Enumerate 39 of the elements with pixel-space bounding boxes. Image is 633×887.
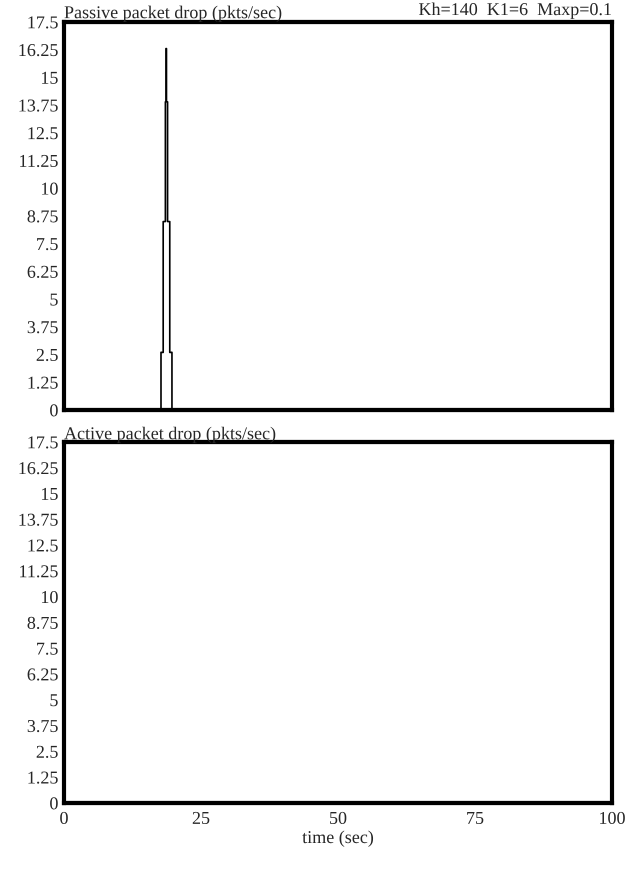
y-tick-label: 3.75 bbox=[28, 321, 58, 334]
y-tick-label: 8.75 bbox=[28, 210, 58, 223]
y-tick-label: 10 bbox=[42, 590, 58, 604]
x-tick-label: 100 bbox=[600, 812, 625, 824]
y-tick-label: 17.5 bbox=[28, 16, 58, 29]
y-tick-label: 15 bbox=[42, 488, 58, 500]
y-tick-label: 15 bbox=[42, 72, 58, 84]
chart-title: Active packet drop (pkts/sec) bbox=[64, 426, 276, 444]
y-tick-label: 1.25 bbox=[28, 376, 58, 389]
y-tick-label: 8.75 bbox=[28, 616, 58, 630]
y-tick-label: 0 bbox=[50, 404, 58, 416]
x-axis-title: time (sec) bbox=[302, 830, 374, 847]
y-tick-label: 11.25 bbox=[20, 565, 58, 578]
y-tick-label: 10 bbox=[42, 182, 58, 195]
y-tick-label: 5 bbox=[50, 694, 58, 706]
y-tick-label: 5 bbox=[50, 294, 58, 306]
y-tick-label: 6.25 bbox=[28, 668, 58, 681]
x-tick-label: 75 bbox=[467, 812, 484, 824]
chart-title: Passive packet drop (pkts/sec) bbox=[64, 6, 282, 22]
x-tick-label: 50 bbox=[330, 812, 346, 824]
y-tick-label: 2.5 bbox=[36, 746, 58, 758]
y-tick-label: 17.5 bbox=[28, 436, 58, 449]
y-tick-label: 7.5 bbox=[37, 238, 58, 250]
y-tick-label: 1.25 bbox=[28, 772, 58, 784]
x-tick-label: 25 bbox=[192, 812, 210, 824]
y-tick-label: 3.75 bbox=[28, 720, 58, 732]
y-tick-label: 16.25 bbox=[19, 462, 58, 474]
x-tick-label: 0 bbox=[60, 812, 68, 824]
y-tick-label: 13.75 bbox=[19, 514, 58, 526]
y-tick-label: 2.5 bbox=[36, 348, 58, 362]
y-tick-label: 12.5 bbox=[28, 127, 58, 140]
y-tick-label: 7.5 bbox=[37, 642, 58, 655]
y-tick-label: 0 bbox=[50, 797, 58, 810]
text: Kh=140 K1=6 Maxp=0.1 bbox=[418, 2, 611, 19]
y-tick-label: 13.75 bbox=[19, 99, 58, 112]
y-tick-label: 6.25 bbox=[28, 266, 58, 278]
y-tick-label: 11.25 bbox=[20, 154, 58, 168]
y-tick-label: 16.25 bbox=[19, 44, 58, 56]
y-tick-label: 12.5 bbox=[28, 539, 58, 552]
